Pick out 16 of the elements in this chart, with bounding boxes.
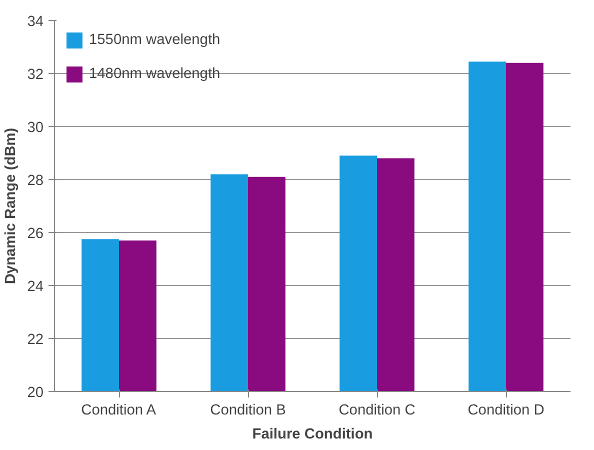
- y-tick-label: 34: [27, 14, 44, 30]
- legend-label: 1480nm wavelength: [89, 66, 220, 82]
- x-tick-label: Condition C: [338, 402, 416, 418]
- y-tick-label: 20: [27, 385, 44, 401]
- x-tick-label: Condition D: [468, 402, 544, 418]
- y-axis-title: Dynamic Range (dBm): [3, 128, 20, 284]
- y-tick-label: 28: [27, 173, 44, 189]
- x-tick-label: Condition B: [210, 402, 286, 418]
- x-axis-title: Failure Condition: [252, 426, 373, 442]
- y-tick-label: 24: [27, 279, 44, 295]
- y-tick-label: 32: [27, 67, 44, 83]
- x-tick-label: Condition A: [81, 402, 156, 418]
- y-tick-label: 26: [27, 226, 44, 242]
- y-tick-label: 22: [27, 332, 44, 348]
- legend-label: 1550nm wavelength: [89, 32, 220, 48]
- y-tick-label: 30: [27, 120, 44, 136]
